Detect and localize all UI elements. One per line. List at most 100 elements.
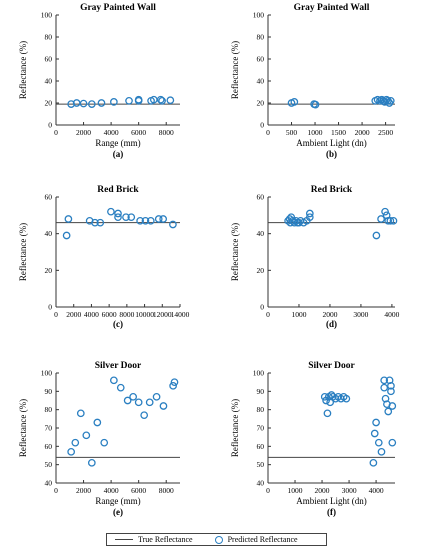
data-point [377,215,385,223]
data-point [387,387,395,396]
data-point [290,98,299,106]
data-point [386,96,395,105]
panel-2: Red Brick 0 20 40 60 2000 4000 6000 8000 10000120… [18,185,190,329]
data-point [134,398,143,407]
y-tick-label: 100 [41,369,53,378]
x-tick-label: 0 [266,128,270,137]
y-tick-label: 80 [257,33,265,42]
data-point [287,213,296,222]
x-tick-label: 0 [266,486,270,495]
x-tick-label: 2500 [378,128,393,137]
x-axis-label: Ambient Light (dn) [296,496,367,506]
panel-label: (a) [113,149,124,159]
y-tick-label: 90 [45,387,53,396]
y-tick-label: 70 [45,424,53,433]
data-point [372,418,380,427]
y-tick-label: 60 [45,55,53,64]
x-tick-label: 2000 [355,128,370,137]
data-point [152,392,161,401]
data-point [156,95,165,104]
data-point [323,409,332,418]
data-point [134,95,143,104]
data-point [136,216,144,225]
data-point [305,213,314,222]
data-point [127,213,136,222]
y-tick-label: 0 [48,303,52,312]
y-tick-label: 50 [45,460,53,469]
data-point [372,231,381,240]
x-tick-label: 4000 [384,310,399,319]
y-tick-label: 20 [45,99,53,108]
x-tick-label: 2000 [322,310,337,319]
data-point [370,429,379,438]
x-tick-label: 6000 [131,128,146,137]
y-axis-label: Reflectance (%) [230,41,240,99]
x-tick-label: 0 [266,310,270,319]
legend-line-swatch [115,539,133,540]
y-tick-label: 60 [257,442,265,451]
data-point [170,378,179,387]
data-point [114,209,122,218]
data-point [107,207,115,216]
data-point [100,438,109,447]
data-point [96,218,105,227]
panel-label: (e) [113,507,123,517]
data-point [76,409,85,418]
data-point [110,376,118,385]
y-axis-label: Reflectance (%) [18,41,28,99]
data-point [387,381,395,390]
data-point [380,383,389,392]
y-axis-label: Reflectance (%) [18,223,28,281]
y-tick-label: 100 [253,11,265,20]
data-point [71,438,80,447]
y-tick-label: 100 [41,11,53,20]
y-tick-label: 0 [260,121,264,130]
y-axis-label: Reflectance (%) [230,399,240,457]
data-point [145,398,154,407]
y-tick-label: 20 [257,266,265,275]
x-tick-label: 3000 [353,310,368,319]
y-axis-label: Reflectance (%) [18,399,28,457]
legend-pred-label: Predicted Reflectance [227,535,298,544]
panel-title: Gray Painted Wall [294,3,370,13]
x-tick-label: 10000 [135,310,154,319]
y-tick-label: 100 [253,369,265,378]
x-tick-label: 0 [54,486,58,495]
x-tick-label: 0 [54,310,58,319]
x-axis-label: Ambient Light (dn) [296,138,367,148]
y-tick-label: 60 [257,193,265,202]
panel-0: Gray Painted Wall 0 20 40 60 80 100 2000 4000 600… [18,3,180,159]
x-tick-label: 4000 [104,486,119,495]
data-point [158,96,166,105]
data-point [384,216,393,225]
legend: True Reflectance Predicted Reflectance [106,533,327,546]
x-tick-label: 1000 [288,486,303,495]
x-tick-label: 3000 [342,486,357,495]
data-point [146,216,155,225]
data-point [374,438,383,447]
data-point [129,392,138,401]
x-tick-label: 4000 [84,310,99,319]
data-point [377,447,386,456]
data-point [388,402,397,410]
panel-title: Silver Door [95,361,142,371]
data-point [116,383,125,392]
data-point [141,216,150,225]
data-point [93,418,102,427]
legend-circle-swatch [214,535,223,544]
panel-3: Red Brick 0 20 40 60 1000 2000 3000 4000 0 Reflect… [230,185,400,329]
data-point [369,458,378,467]
data-point [91,218,99,227]
data-point [67,447,76,456]
data-point [305,209,314,218]
y-tick-label: 50 [257,460,265,469]
y-tick-label: 0 [48,121,52,130]
x-tick-label: 1000 [291,310,306,319]
y-tick-label: 0 [260,303,264,312]
x-axis-label: Range (mm) [95,496,140,506]
y-tick-label: 40 [45,229,53,238]
x-tick-label: 6000 [131,486,146,495]
data-point [342,394,351,403]
x-tick-label: 8000 [159,486,174,495]
panel-title: Red Brick [311,185,353,195]
